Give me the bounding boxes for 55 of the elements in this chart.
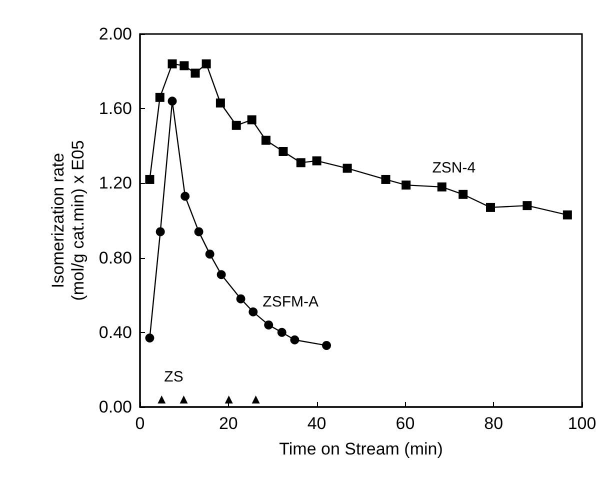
- point: [168, 96, 177, 106]
- point: [562, 210, 572, 220]
- point: [261, 136, 270, 145]
- y-tick-label: 1.20: [98, 174, 132, 193]
- y-tick-label: 0.40: [98, 322, 132, 342]
- point: [486, 202, 496, 212]
- y-axis-title: Isomerization rate (mol/g cat.min) x E05: [48, 140, 88, 301]
- point: [247, 115, 256, 124]
- point: [296, 158, 306, 168]
- y-tick-label: 2.00: [98, 24, 132, 44]
- x-tick-label: 60: [396, 414, 415, 433]
- x-tick-label: 80: [484, 414, 504, 433]
- point: [180, 396, 188, 404]
- point: [252, 396, 260, 404]
- point: [278, 146, 288, 156]
- point: [216, 270, 226, 280]
- point: [312, 156, 322, 166]
- y-tick-label: 0.00: [98, 398, 132, 416]
- point: [522, 201, 532, 210]
- point: [202, 59, 211, 68]
- series-label: ZS: [164, 368, 184, 386]
- y-tick-label: 1.60: [98, 99, 132, 118]
- point: [402, 180, 411, 190]
- point: [168, 59, 177, 68]
- point: [145, 333, 154, 342]
- point: [158, 396, 166, 404]
- point: [180, 61, 189, 70]
- point: [224, 396, 233, 404]
- point: [236, 294, 246, 304]
- point: [156, 227, 165, 236]
- point: [145, 174, 154, 184]
- x-tick-label: 100: [568, 414, 596, 433]
- point: [381, 174, 390, 184]
- series-label: ZSFM-A: [262, 293, 318, 310]
- point: [232, 120, 241, 130]
- point: [194, 227, 204, 236]
- x-tick-label: 20: [218, 414, 238, 433]
- point: [322, 340, 332, 350]
- point: [277, 328, 286, 337]
- point: [264, 320, 274, 330]
- point: [342, 164, 352, 173]
- point: [290, 335, 300, 344]
- series-label: ZSN-4: [432, 159, 476, 176]
- point: [180, 192, 190, 201]
- point: [437, 182, 446, 192]
- y-tick-label: 0.80: [98, 248, 132, 268]
- point: [248, 307, 258, 316]
- point: [190, 68, 200, 78]
- x-tick-label: 40: [307, 414, 326, 433]
- point: [205, 250, 214, 259]
- point: [216, 98, 225, 108]
- point: [155, 92, 164, 102]
- x-axis-title: Time on Stream (min): [279, 440, 443, 458]
- point: [458, 190, 468, 199]
- x-tick-label: 0: [135, 414, 145, 433]
